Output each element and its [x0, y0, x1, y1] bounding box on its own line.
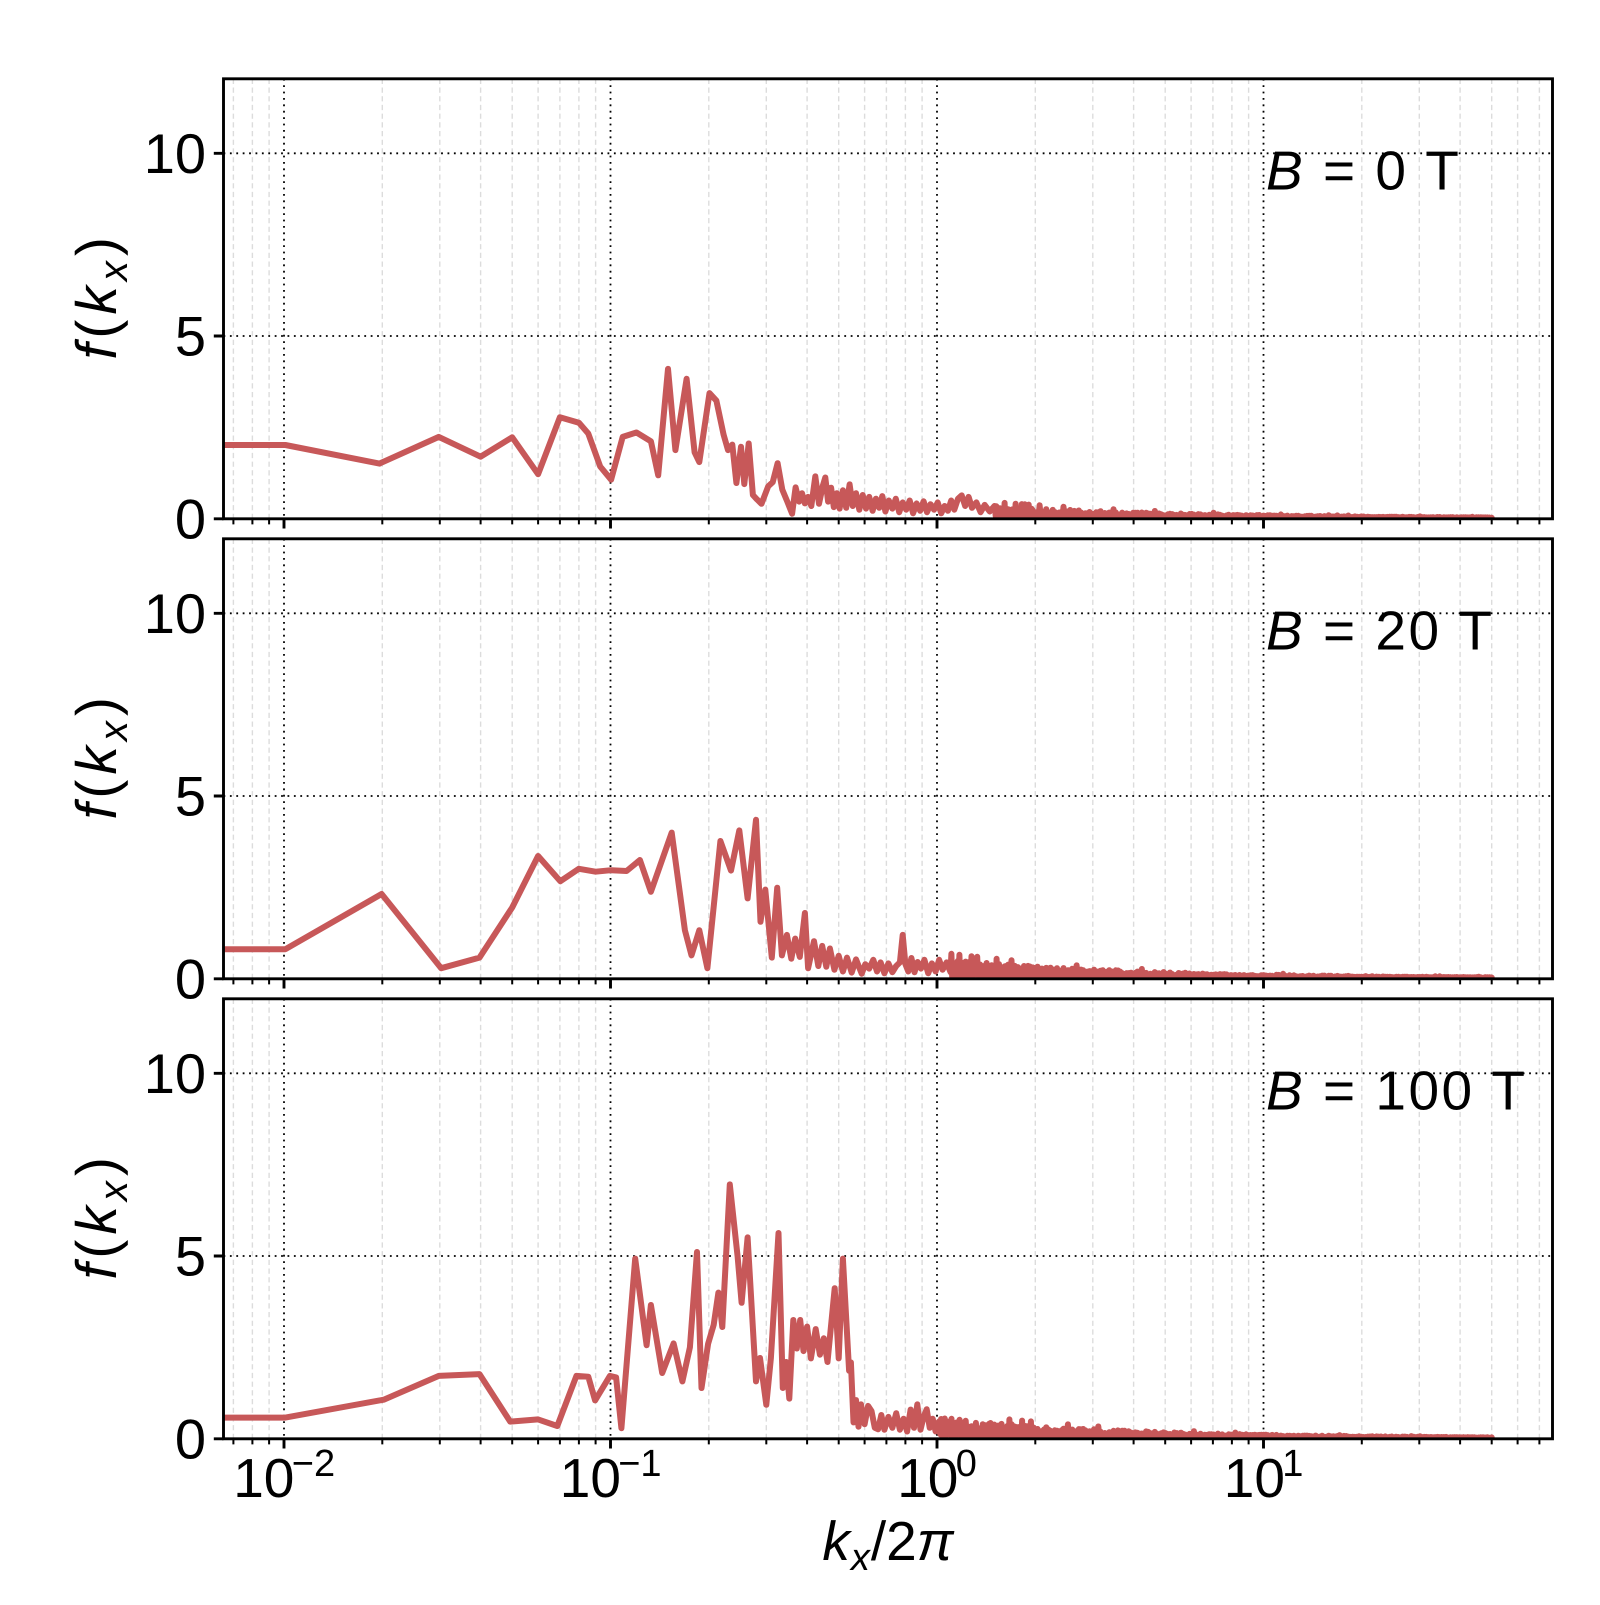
svg-text:5: 5 [175, 765, 206, 828]
svg-text:B = 100 T: B = 100 T [1266, 1059, 1528, 1121]
svg-text:0: 0 [175, 947, 206, 1010]
svg-text:B = 0 T: B = 0 T [1266, 139, 1461, 201]
svg-text:10: 10 [144, 582, 206, 645]
svg-text:B = 20 T: B = 20 T [1266, 599, 1494, 661]
svg-text:5: 5 [175, 305, 206, 368]
svg-text:f(kx): f(kx) [65, 1152, 136, 1279]
svg-text:5: 5 [175, 1225, 206, 1288]
svg-text:1: 1 [1282, 1443, 1303, 1485]
svg-text:10: 10 [144, 122, 206, 185]
svg-text:f(kx): f(kx) [65, 232, 136, 359]
svg-text:0: 0 [175, 1407, 206, 1470]
svg-text:f(kx): f(kx) [65, 692, 136, 819]
svg-text:10: 10 [560, 1447, 621, 1509]
svg-text:0: 0 [175, 487, 206, 550]
svg-text:kx/2π: kx/2π [822, 1510, 954, 1579]
svg-text:10: 10 [897, 1447, 958, 1509]
svg-text:10: 10 [233, 1447, 294, 1509]
svg-text:10: 10 [1224, 1447, 1285, 1509]
svg-text:0: 0 [956, 1443, 977, 1485]
svg-text:−1: −1 [618, 1443, 661, 1485]
svg-text:10: 10 [144, 1042, 206, 1105]
svg-text:−2: −2 [292, 1443, 335, 1485]
